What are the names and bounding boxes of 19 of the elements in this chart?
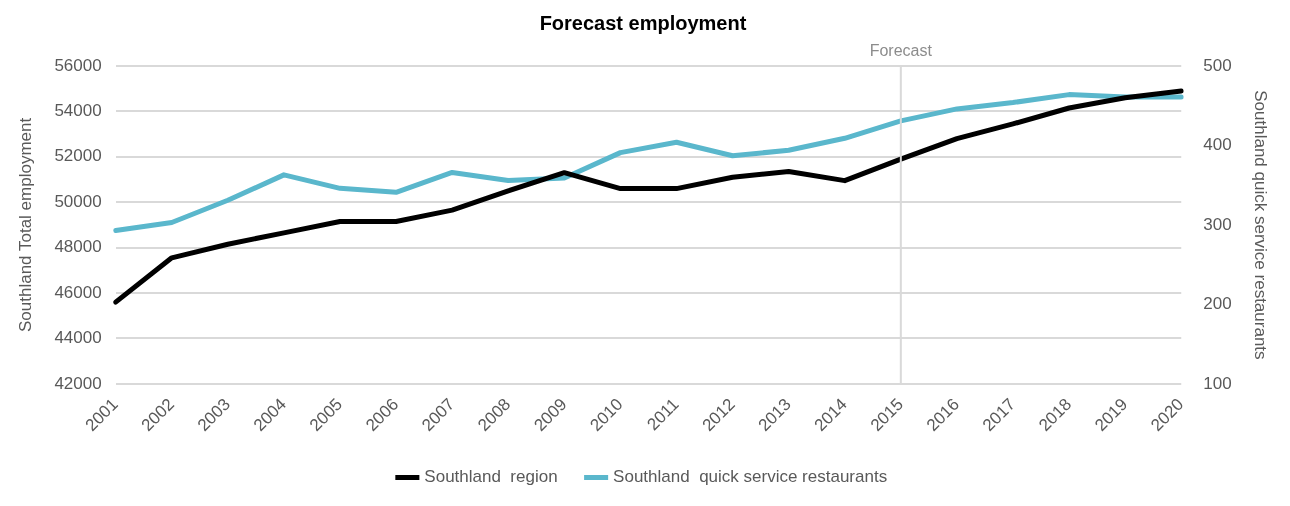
ref-line-label: Forecast	[869, 42, 933, 60]
y-tick-label: 50000	[54, 191, 102, 211]
legend-label: Southland region	[424, 467, 558, 487]
y2-tick-label: 500	[1203, 55, 1232, 75]
y-tick-label: 42000	[54, 373, 102, 393]
y-axis-title: Southland Total employment	[15, 117, 35, 333]
chart-title: Forecast employment	[539, 11, 747, 34]
y-tick-label: 52000	[54, 146, 102, 166]
y-tick-label: 48000	[54, 237, 102, 257]
y2-tick-label: 300	[1203, 214, 1232, 234]
y-tick-label: 56000	[54, 55, 102, 75]
y2-tick-label: 400	[1203, 135, 1232, 155]
y-tick-label: 54000	[54, 101, 102, 121]
y2-tick-label: 100	[1203, 373, 1232, 393]
legend-label: Southland quick service restaurants	[613, 467, 888, 487]
y-tick-label: 46000	[54, 282, 102, 302]
y-tick-label: 44000	[54, 328, 102, 348]
y2-tick-label: 200	[1203, 294, 1232, 314]
y2-axis-title: Southland quick service restaurants	[1251, 90, 1271, 360]
